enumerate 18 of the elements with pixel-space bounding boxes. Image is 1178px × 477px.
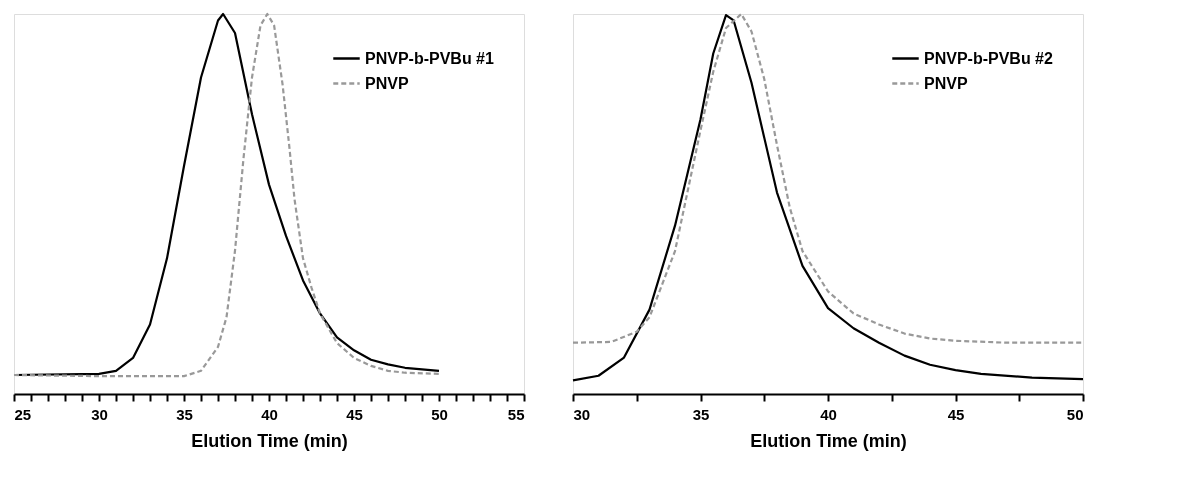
x-tick-label: 50 <box>1066 405 1084 423</box>
x-axis-title: Elution Time (min) <box>191 430 348 451</box>
legend-label: PNVP-b-PVBu #2 <box>924 49 1054 67</box>
x-tick-label: 35 <box>176 405 193 423</box>
x-tick-label: 50 <box>431 405 448 423</box>
legend-label: PNVP-b-PVBu #1 <box>365 49 495 67</box>
x-tick-label: 30 <box>573 405 591 423</box>
x-tick-label: 40 <box>820 405 837 423</box>
x-tick-label: 45 <box>947 405 965 423</box>
x-tick-label: 35 <box>692 405 710 423</box>
x-tick-label: 45 <box>346 405 363 423</box>
x-tick-label: 40 <box>261 405 278 423</box>
x-axis-title: Elution Time (min) <box>750 430 907 451</box>
x-tick-label: 30 <box>91 405 108 423</box>
x-tick-label: 25 <box>14 405 32 423</box>
legend-label: PNVP <box>365 74 409 92</box>
x-tick-label: 55 <box>507 405 525 423</box>
legend-label: PNVP <box>924 74 968 92</box>
